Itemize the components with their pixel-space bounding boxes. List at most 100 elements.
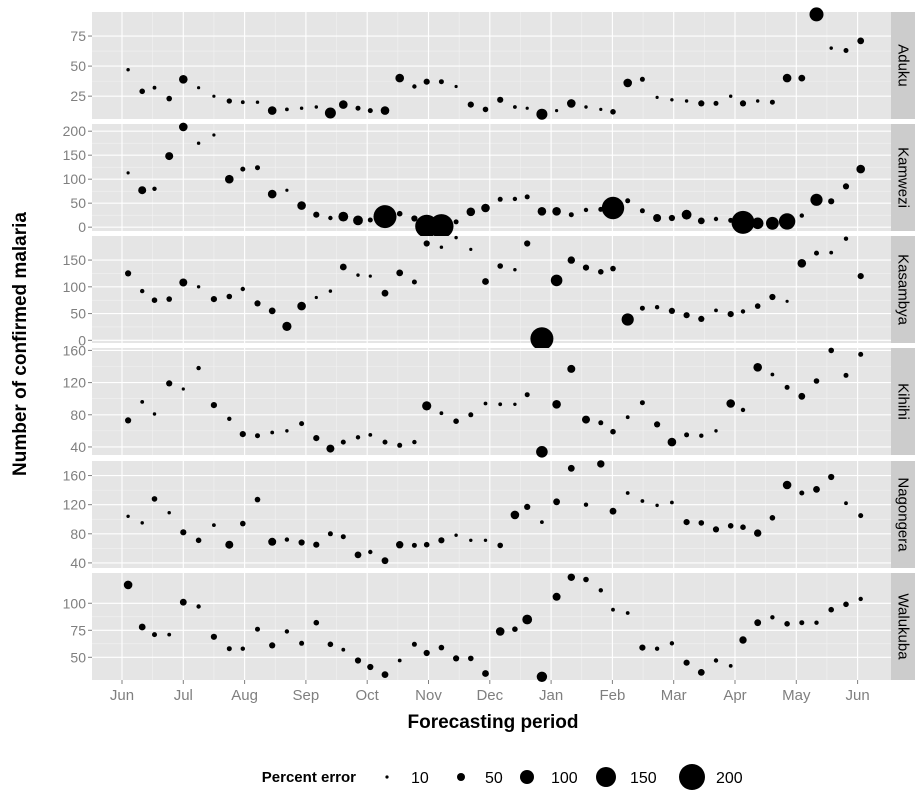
data-point — [552, 207, 561, 216]
y-tick-label: 75 — [70, 622, 86, 638]
y-tick-label: 50 — [70, 195, 86, 211]
data-point — [754, 619, 762, 627]
data-point — [313, 619, 320, 626]
data-point — [314, 105, 319, 109]
data-point — [239, 431, 246, 438]
data-point — [797, 259, 807, 268]
data-point — [453, 655, 460, 662]
data-point — [180, 529, 187, 536]
data-point — [524, 240, 531, 247]
y-tick-label: 50 — [70, 649, 86, 665]
data-point — [713, 658, 719, 663]
data-point — [621, 313, 634, 326]
data-point — [639, 208, 645, 214]
y-tick-label: 160 — [63, 342, 87, 358]
data-point — [698, 520, 705, 526]
data-point — [284, 629, 290, 634]
data-point — [254, 300, 261, 307]
data-point — [653, 214, 662, 222]
data-point — [583, 576, 589, 583]
data-point — [537, 207, 547, 216]
data-point — [769, 293, 776, 301]
data-point — [799, 213, 804, 218]
data-point — [513, 105, 517, 109]
data-point — [698, 100, 705, 107]
data-point — [829, 250, 834, 255]
data-point — [356, 273, 360, 277]
data-point — [751, 217, 764, 230]
data-point — [212, 523, 216, 527]
data-point — [513, 267, 517, 272]
x-tick-label: Nov — [415, 687, 442, 704]
data-point — [468, 655, 474, 662]
data-point — [196, 285, 201, 289]
data-point — [670, 98, 674, 102]
data-point — [327, 531, 333, 537]
facet-label: Kihihi — [895, 383, 912, 420]
data-point — [212, 133, 216, 137]
data-point — [227, 416, 232, 421]
data-point — [269, 642, 276, 649]
data-point — [381, 671, 389, 678]
data-point — [684, 99, 689, 103]
data-point — [497, 196, 503, 202]
data-point — [842, 183, 850, 190]
data-point — [655, 503, 659, 508]
data-point — [354, 551, 362, 559]
data-point — [625, 198, 631, 204]
data-point — [740, 524, 746, 530]
data-point — [268, 537, 277, 546]
data-point — [625, 491, 630, 495]
data-point — [368, 433, 373, 437]
data-point — [610, 109, 616, 115]
x-tick-label: Oct — [356, 687, 380, 704]
data-point — [225, 540, 234, 549]
data-point — [210, 402, 217, 409]
data-point — [423, 649, 430, 657]
data-point — [726, 399, 735, 408]
data-point — [152, 186, 157, 191]
data-point — [654, 646, 660, 651]
data-point — [313, 211, 320, 218]
data-point — [240, 646, 245, 651]
data-point — [125, 417, 132, 424]
data-point — [255, 100, 260, 104]
data-point — [138, 186, 147, 195]
x-tick-label: Jan — [539, 687, 563, 704]
facet-label: Walukuba — [895, 593, 912, 660]
data-point — [497, 263, 504, 269]
data-point — [412, 84, 417, 89]
facet-strip — [891, 124, 915, 231]
data-point — [167, 632, 172, 637]
data-point — [540, 520, 544, 524]
data-point — [610, 428, 616, 435]
data-point — [809, 7, 824, 22]
legend-label: 50 — [485, 770, 503, 787]
data-point — [382, 439, 388, 445]
data-point — [778, 213, 796, 230]
data-point — [784, 621, 790, 627]
panel-kamwezi: 0 50 100 150 200 Kamwezi — [63, 122, 915, 239]
data-point — [267, 106, 277, 115]
data-point — [298, 539, 305, 546]
y-tick-label: 40 — [70, 555, 86, 571]
data-point — [469, 538, 473, 543]
data-point — [299, 640, 305, 646]
data-point — [139, 88, 145, 95]
data-point — [267, 189, 277, 199]
data-point — [536, 446, 548, 458]
data-point — [670, 500, 674, 505]
data-point — [196, 141, 201, 145]
data-point — [396, 541, 404, 549]
data-point — [567, 364, 576, 373]
data-point — [599, 107, 603, 111]
data-point — [367, 217, 373, 223]
data-point — [713, 216, 719, 222]
data-point — [285, 107, 289, 112]
data-point — [467, 101, 474, 108]
data-point — [123, 580, 133, 590]
data-point — [125, 270, 132, 277]
data-point — [639, 76, 645, 82]
data-point — [210, 633, 217, 640]
data-point — [152, 412, 157, 416]
